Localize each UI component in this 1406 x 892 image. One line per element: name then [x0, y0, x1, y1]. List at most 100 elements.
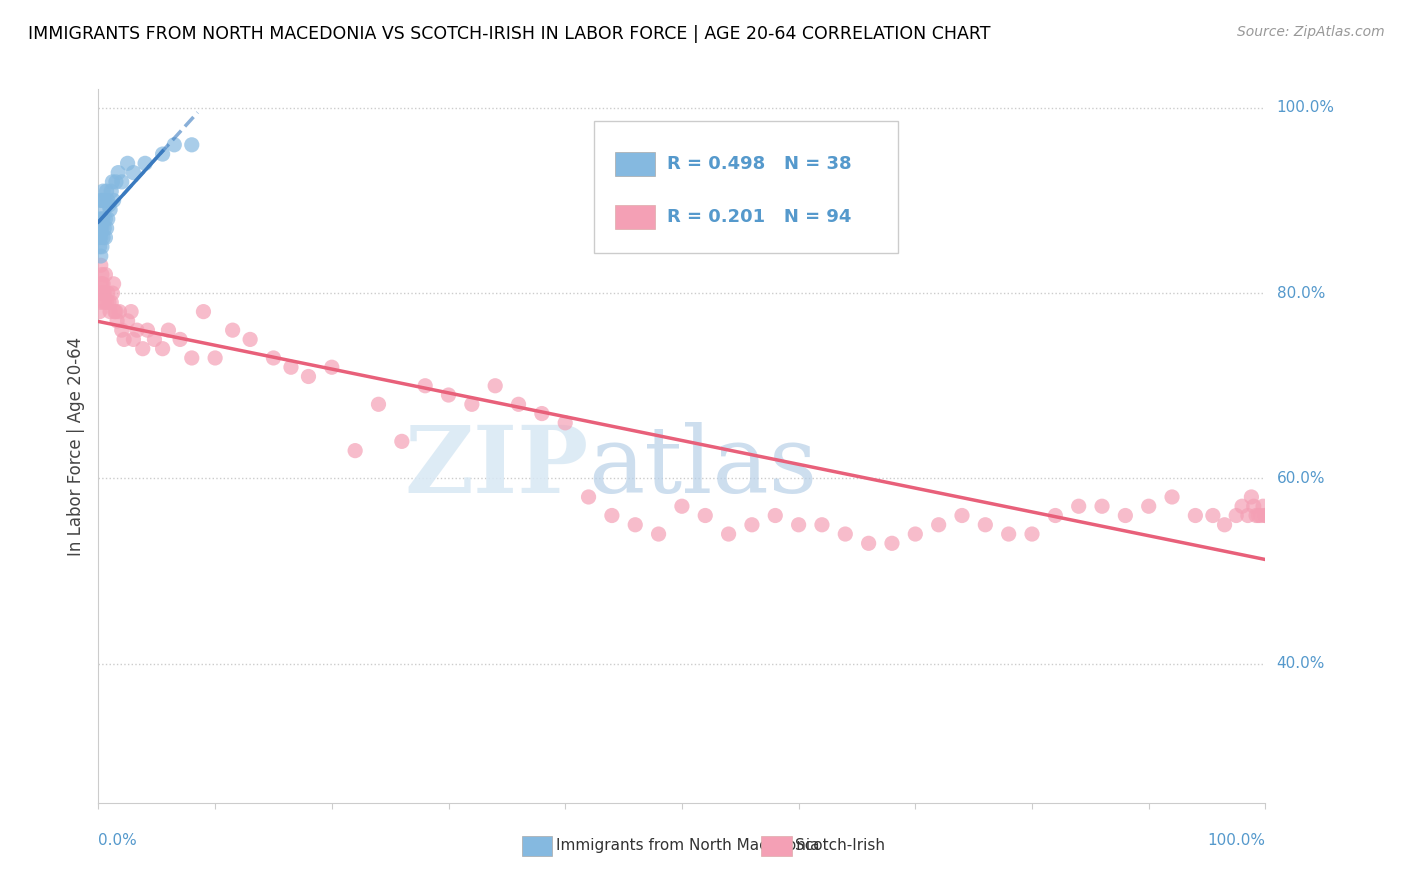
Point — [1244, 508, 1267, 523]
Point — [180, 351, 202, 365]
Point — [647, 527, 669, 541]
Point — [96, 221, 118, 235]
Point — [1114, 508, 1136, 523]
Point — [90, 194, 112, 208]
Text: Source: ZipAtlas.com: Source: ZipAtlas.com — [1237, 25, 1385, 39]
Point — [97, 286, 120, 301]
Point — [143, 333, 166, 347]
Point — [94, 268, 117, 282]
Point — [1251, 500, 1274, 514]
Point — [97, 194, 120, 208]
FancyBboxPatch shape — [616, 152, 655, 176]
Point — [89, 304, 111, 318]
Point — [89, 230, 111, 244]
Point — [1067, 500, 1090, 514]
Point — [1045, 508, 1067, 523]
Text: R = 0.201   N = 94: R = 0.201 N = 94 — [666, 208, 851, 226]
Point — [89, 240, 111, 254]
Point — [204, 351, 226, 365]
Point — [671, 500, 693, 514]
Point — [1161, 490, 1184, 504]
Point — [239, 333, 262, 347]
Point — [997, 527, 1019, 541]
Point — [94, 230, 117, 244]
Text: IMMIGRANTS FROM NORTH MACEDONIA VS SCOTCH-IRISH IN LABOR FORCE | AGE 20-64 CORRE: IMMIGRANTS FROM NORTH MACEDONIA VS SCOTC… — [28, 25, 991, 43]
Point — [117, 314, 139, 328]
Point — [1254, 508, 1277, 523]
Text: atlas: atlas — [589, 423, 818, 512]
Point — [90, 277, 112, 291]
Point — [578, 490, 600, 504]
Text: ZIP: ZIP — [405, 423, 589, 512]
Point — [90, 268, 112, 282]
FancyBboxPatch shape — [616, 204, 655, 229]
Point — [280, 360, 302, 375]
Point — [1230, 500, 1253, 514]
Point — [321, 360, 343, 375]
Point — [1254, 508, 1277, 523]
Point — [103, 194, 125, 208]
Point — [787, 517, 810, 532]
Point — [120, 304, 142, 318]
Point — [107, 166, 129, 180]
Point — [94, 211, 117, 226]
Point — [554, 416, 576, 430]
Point — [858, 536, 880, 550]
Point — [98, 202, 121, 217]
Point — [90, 221, 112, 235]
Point — [89, 286, 111, 301]
Point — [91, 230, 114, 244]
Point — [91, 277, 114, 291]
Text: 0.0%: 0.0% — [98, 833, 138, 848]
Point — [950, 508, 973, 523]
Point — [297, 369, 319, 384]
Point — [91, 184, 114, 198]
Point — [97, 198, 120, 212]
Point — [413, 378, 436, 392]
Point — [125, 323, 148, 337]
Point — [904, 527, 927, 541]
Point — [90, 277, 112, 291]
Point — [834, 527, 856, 541]
Point — [117, 156, 139, 170]
Text: 100.0%: 100.0% — [1277, 100, 1334, 115]
Point — [96, 295, 118, 310]
Point — [928, 517, 950, 532]
FancyBboxPatch shape — [595, 121, 898, 253]
Point — [89, 221, 111, 235]
Point — [262, 351, 284, 365]
Point — [97, 295, 120, 310]
Point — [221, 323, 243, 337]
Point — [717, 527, 740, 541]
Point — [437, 388, 460, 402]
Point — [157, 323, 180, 337]
Point — [111, 175, 134, 189]
Point — [104, 175, 127, 189]
Point — [93, 202, 115, 217]
Point — [93, 286, 115, 301]
Point — [122, 333, 145, 347]
Point — [103, 277, 125, 291]
Point — [367, 397, 389, 411]
Point — [89, 211, 111, 226]
Text: 80.0%: 80.0% — [1277, 285, 1324, 301]
Point — [193, 304, 215, 318]
Point — [134, 156, 156, 170]
Point — [484, 378, 506, 392]
Point — [461, 397, 484, 411]
Text: Scotch-Irish: Scotch-Irish — [796, 838, 886, 853]
Point — [600, 508, 623, 523]
Point — [695, 508, 717, 523]
Point — [90, 194, 112, 208]
Text: Immigrants from North Macedonia: Immigrants from North Macedonia — [555, 838, 820, 853]
Point — [91, 286, 114, 301]
Point — [100, 184, 122, 198]
Point — [90, 230, 112, 244]
Point — [136, 323, 159, 337]
Text: 40.0%: 40.0% — [1277, 657, 1324, 672]
Point — [1250, 508, 1272, 523]
FancyBboxPatch shape — [761, 836, 792, 856]
Point — [100, 295, 122, 310]
Point — [111, 323, 134, 337]
Point — [152, 342, 174, 356]
